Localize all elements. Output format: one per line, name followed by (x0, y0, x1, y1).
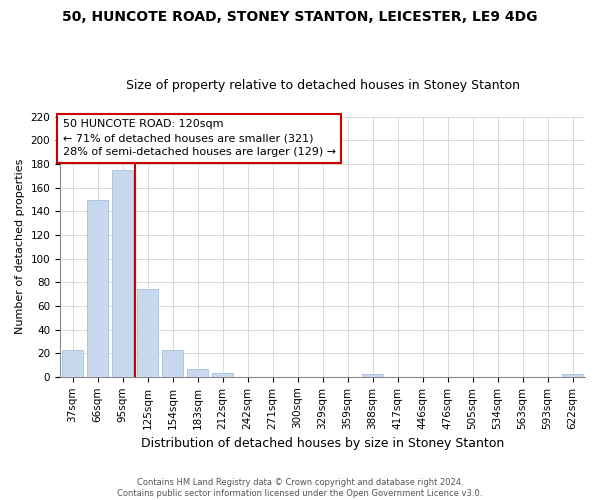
Bar (362, 374, 383, 377)
Text: 50 HUNCOTE ROAD: 120sqm
← 71% of detached houses are smaller (321)
28% of semi-d: 50 HUNCOTE ROAD: 120sqm ← 71% of detache… (62, 119, 335, 157)
Bar (187, 368, 208, 377)
X-axis label: Distribution of detached houses by size in Stoney Stanton: Distribution of detached houses by size … (141, 437, 504, 450)
Y-axis label: Number of detached properties: Number of detached properties (15, 159, 25, 334)
Bar (162, 350, 183, 377)
Bar (137, 290, 158, 377)
Bar (562, 374, 583, 377)
Bar (62, 350, 83, 377)
Text: 50, HUNCOTE ROAD, STONEY STANTON, LEICESTER, LE9 4DG: 50, HUNCOTE ROAD, STONEY STANTON, LEICES… (62, 10, 538, 24)
Text: Contains HM Land Registry data © Crown copyright and database right 2024.
Contai: Contains HM Land Registry data © Crown c… (118, 478, 482, 498)
Bar (212, 374, 233, 377)
Bar (112, 170, 133, 377)
Bar (87, 200, 108, 377)
Title: Size of property relative to detached houses in Stoney Stanton: Size of property relative to detached ho… (125, 79, 520, 92)
